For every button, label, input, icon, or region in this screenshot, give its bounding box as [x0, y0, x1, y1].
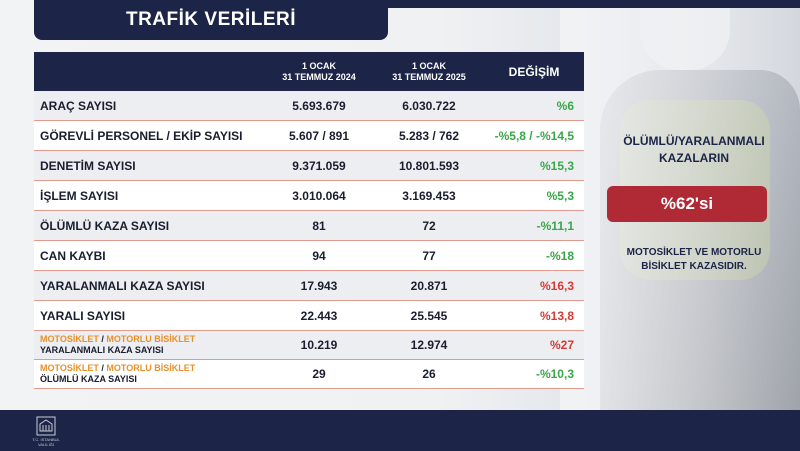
row-change: %6: [556, 98, 574, 113]
row-2025: 77: [422, 248, 436, 263]
side-footer: MOTOSİKLET VE MOTORLU BİSİKLET KAZASIDIR…: [626, 247, 762, 272]
footer-bar: [0, 410, 800, 451]
header-2024: 1 OCAK 31 TEMMUZ 2024: [282, 60, 356, 82]
row-label: YARALI SAYISI: [40, 308, 126, 323]
row-label: MOTOSİKLET / MOTORLU BİSİKLET ÖLÜMLÜ KAZ…: [40, 363, 196, 384]
row-label: GÖREVLİ PERSONEL / EKİP SAYISI: [40, 128, 243, 143]
row-2025: 6.030.722: [402, 98, 456, 113]
row-label: CAN KAYBI: [40, 248, 106, 263]
row-label: MOTOSİKLET / MOTORLU BİSİKLET YARALANMAL…: [40, 334, 196, 355]
row-change: -%10,3: [535, 367, 574, 381]
row-label: ÖLÜMLÜ KAZA SAYISI: [40, 218, 170, 233]
top-strip: [388, 0, 800, 8]
row-2024: 17.943: [300, 278, 338, 293]
row-2025: 26: [422, 367, 436, 381]
row-label: DENETİM SAYISI: [40, 158, 136, 173]
row-2024: 81: [312, 218, 326, 233]
header-2025: 1 OCAK 31 TEMMUZ 2025: [392, 60, 466, 82]
table-row: İŞLEM SAYISI 3.010.064 3.169.453 %5,3: [34, 181, 584, 211]
governorship-logo: T.C. İSTANBUL VALİLİĞİ: [24, 415, 68, 447]
table-row: GÖREVLİ PERSONEL / EKİP SAYISI 5.607 / 8…: [34, 121, 584, 151]
table-row: MOTOSİKLET / MOTORLU BİSİKLET YARALANMAL…: [34, 331, 584, 360]
row-change: -%18: [545, 248, 574, 263]
row-change: %5,3: [546, 188, 574, 203]
row-change: %13,8: [539, 308, 574, 323]
row-change: -%11,1: [536, 218, 574, 233]
percentage-badge: %62'si: [607, 186, 767, 222]
row-2024: 5.607 / 891: [288, 128, 350, 143]
table-row: YARALANMALI KAZA SAYISI 17.943 20.871 %1…: [34, 271, 584, 301]
row-2025: 3.169.453: [402, 188, 456, 203]
row-2024: 29: [312, 367, 326, 381]
building-icon: [36, 416, 56, 436]
row-change: -%5,8 / -%14,5: [494, 128, 574, 143]
table-row: ARAÇ SAYISI 5.693.679 6.030.722 %6: [34, 91, 584, 121]
row-2024: 10.219: [300, 338, 338, 352]
row-2025: 25.545: [410, 308, 448, 323]
table-row: YARALI SAYISI 22.443 25.545 %13,8: [34, 301, 584, 331]
traffic-table: 1 OCAK 31 TEMMUZ 2024 1 OCAK 31 TEMMUZ 2…: [34, 52, 584, 389]
table-row: MOTOSİKLET / MOTORLU BİSİKLET ÖLÜMLÜ KAZ…: [34, 360, 584, 389]
row-2024: 94: [312, 248, 326, 263]
row-2024: 5.693.679: [292, 98, 346, 113]
row-2024: 22.443: [300, 308, 338, 323]
row-change: %15,3: [539, 158, 574, 173]
row-change: %16,3: [539, 278, 574, 293]
table-row: DENETİM SAYISI 9.371.059 10.801.593 %15,…: [34, 151, 584, 181]
header-change: DEĞİŞİM: [508, 64, 560, 79]
row-change: %27: [549, 338, 574, 352]
table-row: ÖLÜMLÜ KAZA SAYISI 81 72 -%11,1: [34, 211, 584, 241]
row-label: YARALANMALI KAZA SAYISI: [40, 278, 205, 293]
side-heading: ÖLÜMLÜ/YARALANMALI KAZALARIN: [623, 134, 765, 165]
row-2024: 3.010.064: [292, 188, 346, 203]
row-label: ARAÇ SAYISI: [40, 98, 117, 113]
title-bar: TRAFİK VERİLERİ: [34, 0, 388, 40]
row-2025: 5.283 / 762: [398, 128, 460, 143]
row-2024: 9.371.059: [292, 158, 346, 173]
row-2025: 72: [422, 218, 436, 233]
page-title: TRAFİK VERİLERİ: [125, 9, 297, 30]
row-2025: 10.801.593: [398, 158, 460, 173]
table-row: CAN KAYBI 94 77 -%18: [34, 241, 584, 271]
row-label: İŞLEM SAYISI: [40, 188, 119, 203]
row-2025: 20.871: [410, 278, 448, 293]
logo-caption: T.C. İSTANBUL VALİLİĞİ: [32, 437, 60, 447]
table-header: 1 OCAK 31 TEMMUZ 2024 1 OCAK 31 TEMMUZ 2…: [34, 52, 584, 91]
row-2025: 12.974: [410, 338, 448, 352]
